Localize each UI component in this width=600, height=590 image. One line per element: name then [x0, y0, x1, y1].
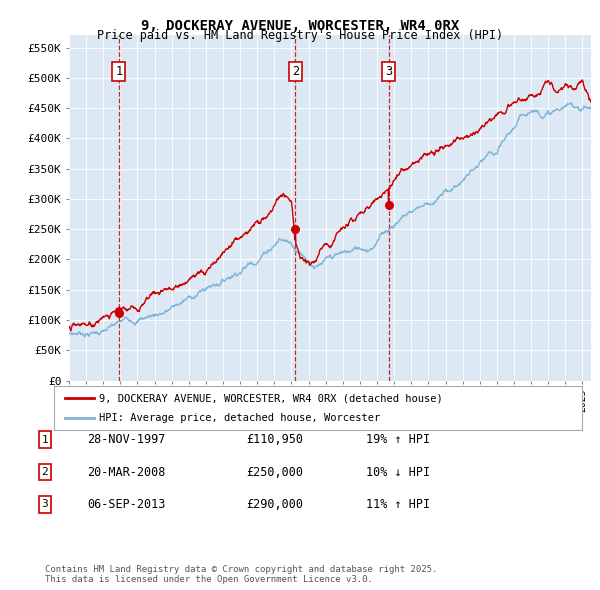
- Text: £290,000: £290,000: [246, 498, 303, 511]
- Text: £250,000: £250,000: [246, 466, 303, 478]
- Text: 20-MAR-2008: 20-MAR-2008: [87, 466, 166, 478]
- Text: 11% ↑ HPI: 11% ↑ HPI: [366, 498, 430, 511]
- Text: 3: 3: [385, 65, 392, 78]
- Text: HPI: Average price, detached house, Worcester: HPI: Average price, detached house, Worc…: [99, 413, 380, 423]
- Text: Contains HM Land Registry data © Crown copyright and database right 2025.
This d: Contains HM Land Registry data © Crown c…: [45, 565, 437, 584]
- Text: 06-SEP-2013: 06-SEP-2013: [87, 498, 166, 511]
- Text: 3: 3: [41, 500, 49, 509]
- Text: £110,950: £110,950: [246, 433, 303, 446]
- Text: 28-NOV-1997: 28-NOV-1997: [87, 433, 166, 446]
- Text: 2: 2: [292, 65, 299, 78]
- Text: 2: 2: [41, 467, 49, 477]
- Text: 9, DOCKERAY AVENUE, WORCESTER, WR4 0RX: 9, DOCKERAY AVENUE, WORCESTER, WR4 0RX: [141, 19, 459, 33]
- Text: 1: 1: [115, 65, 122, 78]
- Text: 1: 1: [41, 435, 49, 444]
- Text: Price paid vs. HM Land Registry's House Price Index (HPI): Price paid vs. HM Land Registry's House …: [97, 30, 503, 42]
- Text: 19% ↑ HPI: 19% ↑ HPI: [366, 433, 430, 446]
- Text: 9, DOCKERAY AVENUE, WORCESTER, WR4 0RX (detached house): 9, DOCKERAY AVENUE, WORCESTER, WR4 0RX (…: [99, 393, 443, 403]
- Text: 10% ↓ HPI: 10% ↓ HPI: [366, 466, 430, 478]
